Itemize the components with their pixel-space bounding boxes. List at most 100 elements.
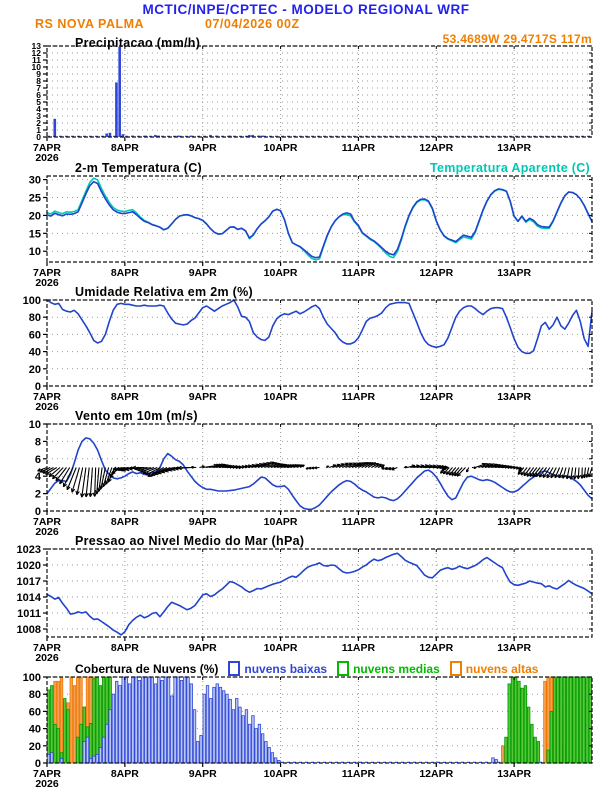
wind-arrow-shaft	[341, 462, 353, 469]
cloud-bar	[95, 676, 99, 764]
x-tick-label: 8APR	[111, 267, 139, 279]
temp-panel-title: 2-m Temperatura (C)	[75, 161, 203, 175]
wind-arrow-shaft	[364, 462, 374, 468]
cloud-bar	[585, 676, 589, 764]
x-tick-label: 8APR	[111, 768, 139, 780]
wind-arrow-head	[251, 463, 256, 466]
x-tick-label: 13APR	[497, 142, 531, 154]
x-tick-label: 7APR	[33, 391, 61, 403]
wind-arrow-shaft	[251, 463, 264, 469]
wind-arrow-shaft	[406, 465, 415, 469]
series-line-Umidade-Relativa	[46, 299, 593, 355]
x-tick-label: 12APR	[419, 142, 453, 154]
wind-arrow-shaft	[546, 467, 554, 479]
x-tick-label: 10APR	[264, 768, 298, 780]
x-tick-label: 7APR	[33, 642, 61, 654]
y-tick-label: 1011	[17, 608, 41, 620]
wind-arrow-head	[436, 464, 441, 468]
cloud-bar	[533, 736, 537, 764]
cloud-bar	[212, 686, 216, 764]
cloud-bar	[137, 680, 142, 764]
wind-arrow-head	[550, 475, 555, 479]
wind-arrow-head	[554, 474, 559, 479]
wind-arrow-shaft	[81, 467, 87, 498]
cloud-bar	[76, 736, 80, 764]
cloud-series-nuvens-baixas	[46, 676, 498, 764]
wind-arrow-shaft	[100, 467, 106, 490]
wind-arrow-head	[71, 488, 76, 493]
y-tick-label: 4	[36, 104, 41, 114]
wind-arrow-head	[177, 467, 182, 471]
cloud-bar	[163, 676, 167, 764]
y-tick-label: 25	[29, 192, 41, 204]
y-tick-label: 12	[32, 48, 42, 58]
cloud-bar	[108, 709, 112, 764]
y-tick-label: 20	[29, 741, 41, 753]
x-tick-label: 9APR	[189, 267, 217, 279]
cloud-bar	[170, 695, 174, 764]
cloud-bar	[92, 678, 96, 764]
wind-arrow-shaft	[358, 462, 369, 468]
cloud-bar	[241, 715, 245, 764]
x-tick-label: 10APR	[264, 391, 298, 403]
wind-arrow-head	[420, 464, 425, 467]
y-tick-label: 20	[29, 364, 41, 376]
wind-arrow-head	[432, 464, 437, 467]
cloud-bar	[89, 723, 93, 764]
wind-arrow-head	[190, 466, 194, 469]
y-tick-label: 80	[29, 312, 41, 324]
cloud-bar	[196, 741, 200, 764]
pressure-panel-title: Pressao ao Nivel Medio do Mar (hPa)	[75, 534, 305, 548]
wind-arrow-shaft	[523, 467, 531, 477]
cloud-bar	[111, 693, 116, 764]
wind-arrow-head	[404, 465, 408, 468]
cloud-bar	[118, 685, 122, 764]
wind-arrow-shaft	[264, 462, 278, 469]
x-tick-label: 10APR	[264, 642, 298, 654]
wind-arrow-head	[81, 493, 85, 498]
cloud-bar	[128, 683, 132, 764]
x-tick-label: 12APR	[419, 391, 453, 403]
wind-arrow-shaft	[573, 467, 577, 480]
cloud-bar	[140, 676, 145, 764]
y-tick-label: 1020	[17, 560, 41, 572]
cloud-bar	[517, 680, 521, 764]
cloud-bar	[46, 754, 51, 764]
x-tick-label: 13APR	[497, 642, 531, 654]
wind-arrow-shaft	[562, 467, 567, 479]
wind-arrow-head	[59, 481, 64, 485]
wind-arrow-head	[89, 492, 93, 497]
panel-frame	[46, 423, 593, 512]
wind-arrow-head	[416, 464, 420, 467]
x-tick-label: 9APR	[189, 768, 217, 780]
x-tick-label: 11APR	[342, 516, 376, 528]
legend-nuvens-baixas: nuvens baixas	[228, 661, 327, 676]
x-tick-label: 9APR	[189, 642, 217, 654]
cloud-bar	[144, 676, 148, 764]
wind-arrow-shaft	[66, 467, 77, 490]
y-tick-label: 10	[29, 419, 41, 431]
wind-arrow-shaft	[335, 463, 345, 469]
cloud-bar	[559, 676, 563, 764]
y-tick-label: 60	[29, 706, 41, 718]
cloud-bar	[59, 676, 64, 764]
station-label: RS NOVA PALMA	[35, 17, 145, 31]
series-line-Temperatura-Aparente-(C)	[46, 177, 593, 261]
cloud-bar	[79, 723, 83, 764]
wind-arrow-head	[66, 486, 71, 491]
cloud-bar	[248, 723, 252, 764]
cloud-bar	[85, 736, 90, 764]
panel-frame	[46, 548, 593, 638]
cloud-bar	[160, 680, 164, 764]
cloud-panel-title: Cobertura de Nuvens (%)	[75, 661, 219, 676]
wind-arrow-head	[517, 472, 522, 475]
cloud-bar	[491, 757, 495, 764]
cloud-bar	[153, 683, 158, 764]
wind-arrow-shaft	[96, 467, 100, 495]
wind-arrow-shaft	[59, 467, 71, 485]
wind-arrow-shaft	[440, 467, 447, 474]
wind-arrow-shaft	[76, 467, 84, 495]
cloud-bar	[235, 698, 239, 764]
